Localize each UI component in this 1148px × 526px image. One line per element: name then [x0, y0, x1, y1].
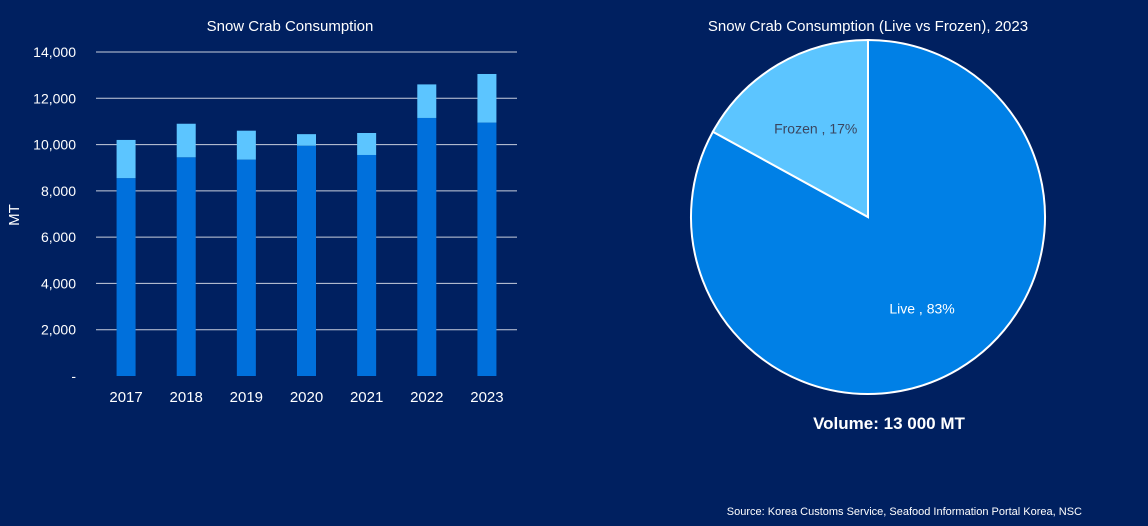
x-tick-label: 2020 — [290, 389, 323, 406]
pie-slice — [711, 38, 869, 219]
x-tick-label: 2023 — [470, 389, 503, 406]
y-tick-label: 8,000 — [41, 183, 76, 199]
bar-segment-top — [477, 73, 497, 123]
pie-volume-footer: Volume: 13 000 MT — [813, 414, 965, 433]
bar-segment-top — [357, 133, 377, 155]
bar-segment-base — [176, 157, 196, 376]
bar-segment-top — [297, 134, 316, 146]
bar-chart-title: Snow Crab Consumption — [207, 18, 374, 35]
y-tick-label: 2,000 — [41, 322, 76, 338]
bar-segment-base — [236, 159, 256, 376]
bar-segment-base — [417, 117, 437, 376]
pie-chart: Snow Crab Consumption (Live vs Frozen), … — [690, 18, 1046, 433]
y-tick-label: 10,000 — [33, 137, 76, 153]
bars — [116, 73, 497, 376]
bar-segment-base — [297, 145, 316, 376]
bar-segment-top — [417, 84, 437, 118]
pie-labels: Live , 83% Frozen , 17% — [774, 121, 955, 317]
y-tick-label: 14,000 — [33, 44, 76, 60]
pie-slice-label: Frozen , 17% — [774, 121, 857, 137]
bar-segment-top — [176, 123, 196, 158]
pie-slice-label: Live , 83% — [889, 300, 954, 316]
x-tick-label: 2022 — [410, 389, 443, 406]
x-tick-label: 2019 — [230, 389, 263, 406]
x-tick-label: 2017 — [109, 389, 142, 406]
x-tick-label: 2018 — [170, 389, 203, 406]
bar-segment-top — [116, 139, 136, 179]
y-tick-labels: - 2,000 4,000 6,000 8,000 10,000 12,000 14,000 — [33, 44, 76, 384]
bar-segment-base — [357, 154, 377, 376]
x-tick-label: 2021 — [350, 389, 383, 406]
y-axis-label: MT — [6, 204, 23, 226]
bar-segment-base — [477, 122, 497, 376]
bar-segment-top — [236, 130, 256, 160]
pie-chart-title: Snow Crab Consumption (Live vs Frozen), … — [708, 18, 1028, 35]
source-note: Source: Korea Customs Service, Seafood I… — [727, 506, 1082, 518]
y-tick-label: 6,000 — [41, 229, 76, 245]
y-tick-label: 12,000 — [33, 90, 76, 106]
bar-segment-base — [116, 178, 136, 376]
pie-slice — [690, 38, 1046, 395]
y-tick-label: 4,000 — [41, 275, 76, 291]
y-tick-label: - — [71, 368, 76, 384]
pie-slices — [690, 38, 1046, 395]
bar-chart: Snow Crab Consumption MT - 2,000 4,000 6,00… — [6, 18, 517, 406]
x-tick-labels: 2017 2018 2019 2020 2021 2022 2023 — [109, 389, 503, 406]
